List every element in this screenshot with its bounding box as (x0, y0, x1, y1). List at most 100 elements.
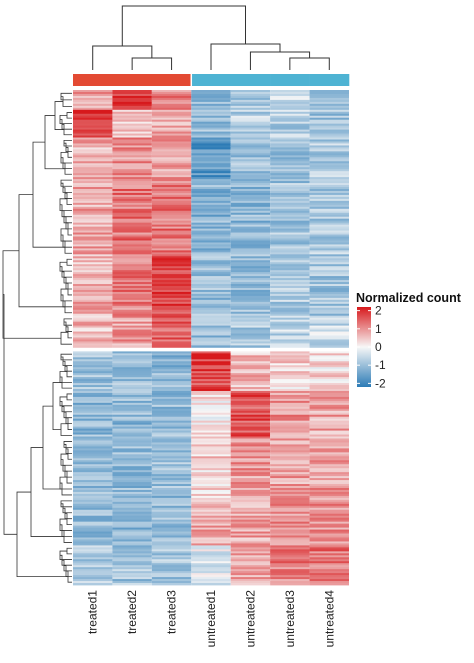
heatmap-cell (309, 345, 349, 348)
heatmap-cell (73, 430, 113, 433)
heatmap-cell (309, 238, 349, 241)
heatmap-cell (309, 579, 349, 582)
heatmap-cell (112, 95, 152, 99)
heatmap-cell (191, 173, 231, 176)
heatmap-cell (112, 339, 152, 342)
heatmap-cell (270, 389, 310, 392)
heatmap-cell (151, 513, 192, 517)
heatmap-cell (191, 115, 231, 119)
heatmap-cell (73, 236, 113, 239)
heatmap-cell (112, 448, 152, 451)
heatmap-cell (230, 272, 271, 275)
heatmap-cell (191, 436, 231, 439)
heatmap-cell (191, 357, 231, 360)
heatmap-cell (73, 495, 113, 499)
heatmap-cell (112, 125, 152, 129)
heatmap-cell (151, 299, 192, 303)
heatmap-cell (309, 454, 349, 457)
heatmap-cell (309, 105, 349, 109)
heatmap-cell (230, 505, 271, 509)
heatmap-cell (270, 183, 310, 186)
heatmap-cell (112, 276, 152, 279)
heatmap-cell (309, 335, 349, 338)
heatmap-cell (151, 355, 192, 358)
heatmap-cell (151, 515, 192, 519)
heatmap-cell (73, 424, 113, 428)
heatmap-cell (112, 375, 152, 378)
heatmap-cell (191, 109, 231, 113)
heatmap-cell (309, 379, 349, 382)
heatmap-cell (151, 385, 192, 388)
heatmap-cell (270, 187, 310, 190)
heatmap-cell (309, 402, 349, 406)
heatmap-cell (191, 297, 231, 301)
heatmap-cell (309, 527, 349, 530)
heatmap-cell (191, 226, 231, 229)
heatmap-cell (309, 341, 349, 344)
heatmap-cell (112, 559, 152, 562)
column-label: treated3 (165, 590, 179, 634)
heatmap-cell (112, 392, 152, 396)
heatmap-cell (151, 392, 192, 396)
heatmap-cell (112, 482, 152, 485)
heatmap-cell (151, 295, 192, 299)
heatmap-cell (112, 426, 152, 429)
heatmap-cell (191, 238, 231, 241)
heatmap-cell (230, 111, 271, 115)
heatmap-cell (230, 252, 271, 255)
heatmap-cell (270, 573, 310, 576)
heatmap-cell (309, 155, 349, 158)
heatmap-cell (73, 333, 113, 336)
heatmap-cell (270, 171, 310, 174)
heatmap-cell (230, 284, 271, 287)
heatmap-cell (73, 583, 113, 586)
heatmap-cell (230, 503, 271, 507)
heatmap-cell (191, 579, 231, 582)
heatmap-cell (73, 260, 113, 263)
heatmap-cell (73, 515, 113, 519)
heatmap-cell (112, 361, 152, 364)
heatmap-cell (151, 165, 192, 168)
heatmap-cell (112, 400, 152, 404)
heatmap-cell (230, 216, 271, 220)
column-labels: treated1 treated2 treated3 untreated1 untrea… (86, 590, 337, 648)
heatmap-cell (112, 369, 152, 372)
heatmap-cell (191, 147, 231, 150)
heatmap-cell (112, 329, 152, 332)
heatmap-cell (191, 377, 231, 380)
heatmap-cell (230, 198, 271, 202)
heatmap-cell (151, 145, 192, 148)
heatmap-cell (270, 480, 310, 483)
heatmap-cell (151, 402, 192, 406)
heatmap-cell (230, 337, 271, 340)
heatmap-cell (230, 175, 271, 178)
heatmap-cell (73, 276, 113, 279)
heatmap-cell (191, 537, 231, 540)
heatmap-cell (73, 487, 113, 491)
heatmap-cell (270, 476, 310, 479)
heatmap-cell (73, 353, 113, 356)
heatmap-cell (230, 367, 271, 370)
heatmap-cell (309, 396, 349, 400)
heatmap-cell (73, 398, 113, 402)
heatmap-cell (191, 531, 231, 534)
heatmap-cell (191, 280, 231, 283)
heatmap-cell (73, 244, 113, 247)
heatmap-cell (112, 450, 152, 453)
heatmap-cell (73, 131, 113, 134)
heatmap-cell (230, 363, 271, 366)
heatmap-cell (309, 385, 349, 388)
heatmap-cell (309, 123, 349, 127)
heatmap-cell (230, 299, 271, 303)
heatmap-cell (191, 575, 231, 578)
heatmap-cell (112, 321, 152, 325)
heatmap-cell (309, 190, 349, 194)
heatmap-cell (112, 91, 152, 95)
heatmap-cell (191, 141, 231, 144)
heatmap-cell (309, 428, 349, 431)
heatmap-cell (270, 157, 310, 160)
heatmap-cell (230, 392, 271, 396)
heatmap-cell (191, 573, 231, 576)
heatmap-cell (230, 196, 271, 200)
heatmap-cell (191, 351, 231, 354)
